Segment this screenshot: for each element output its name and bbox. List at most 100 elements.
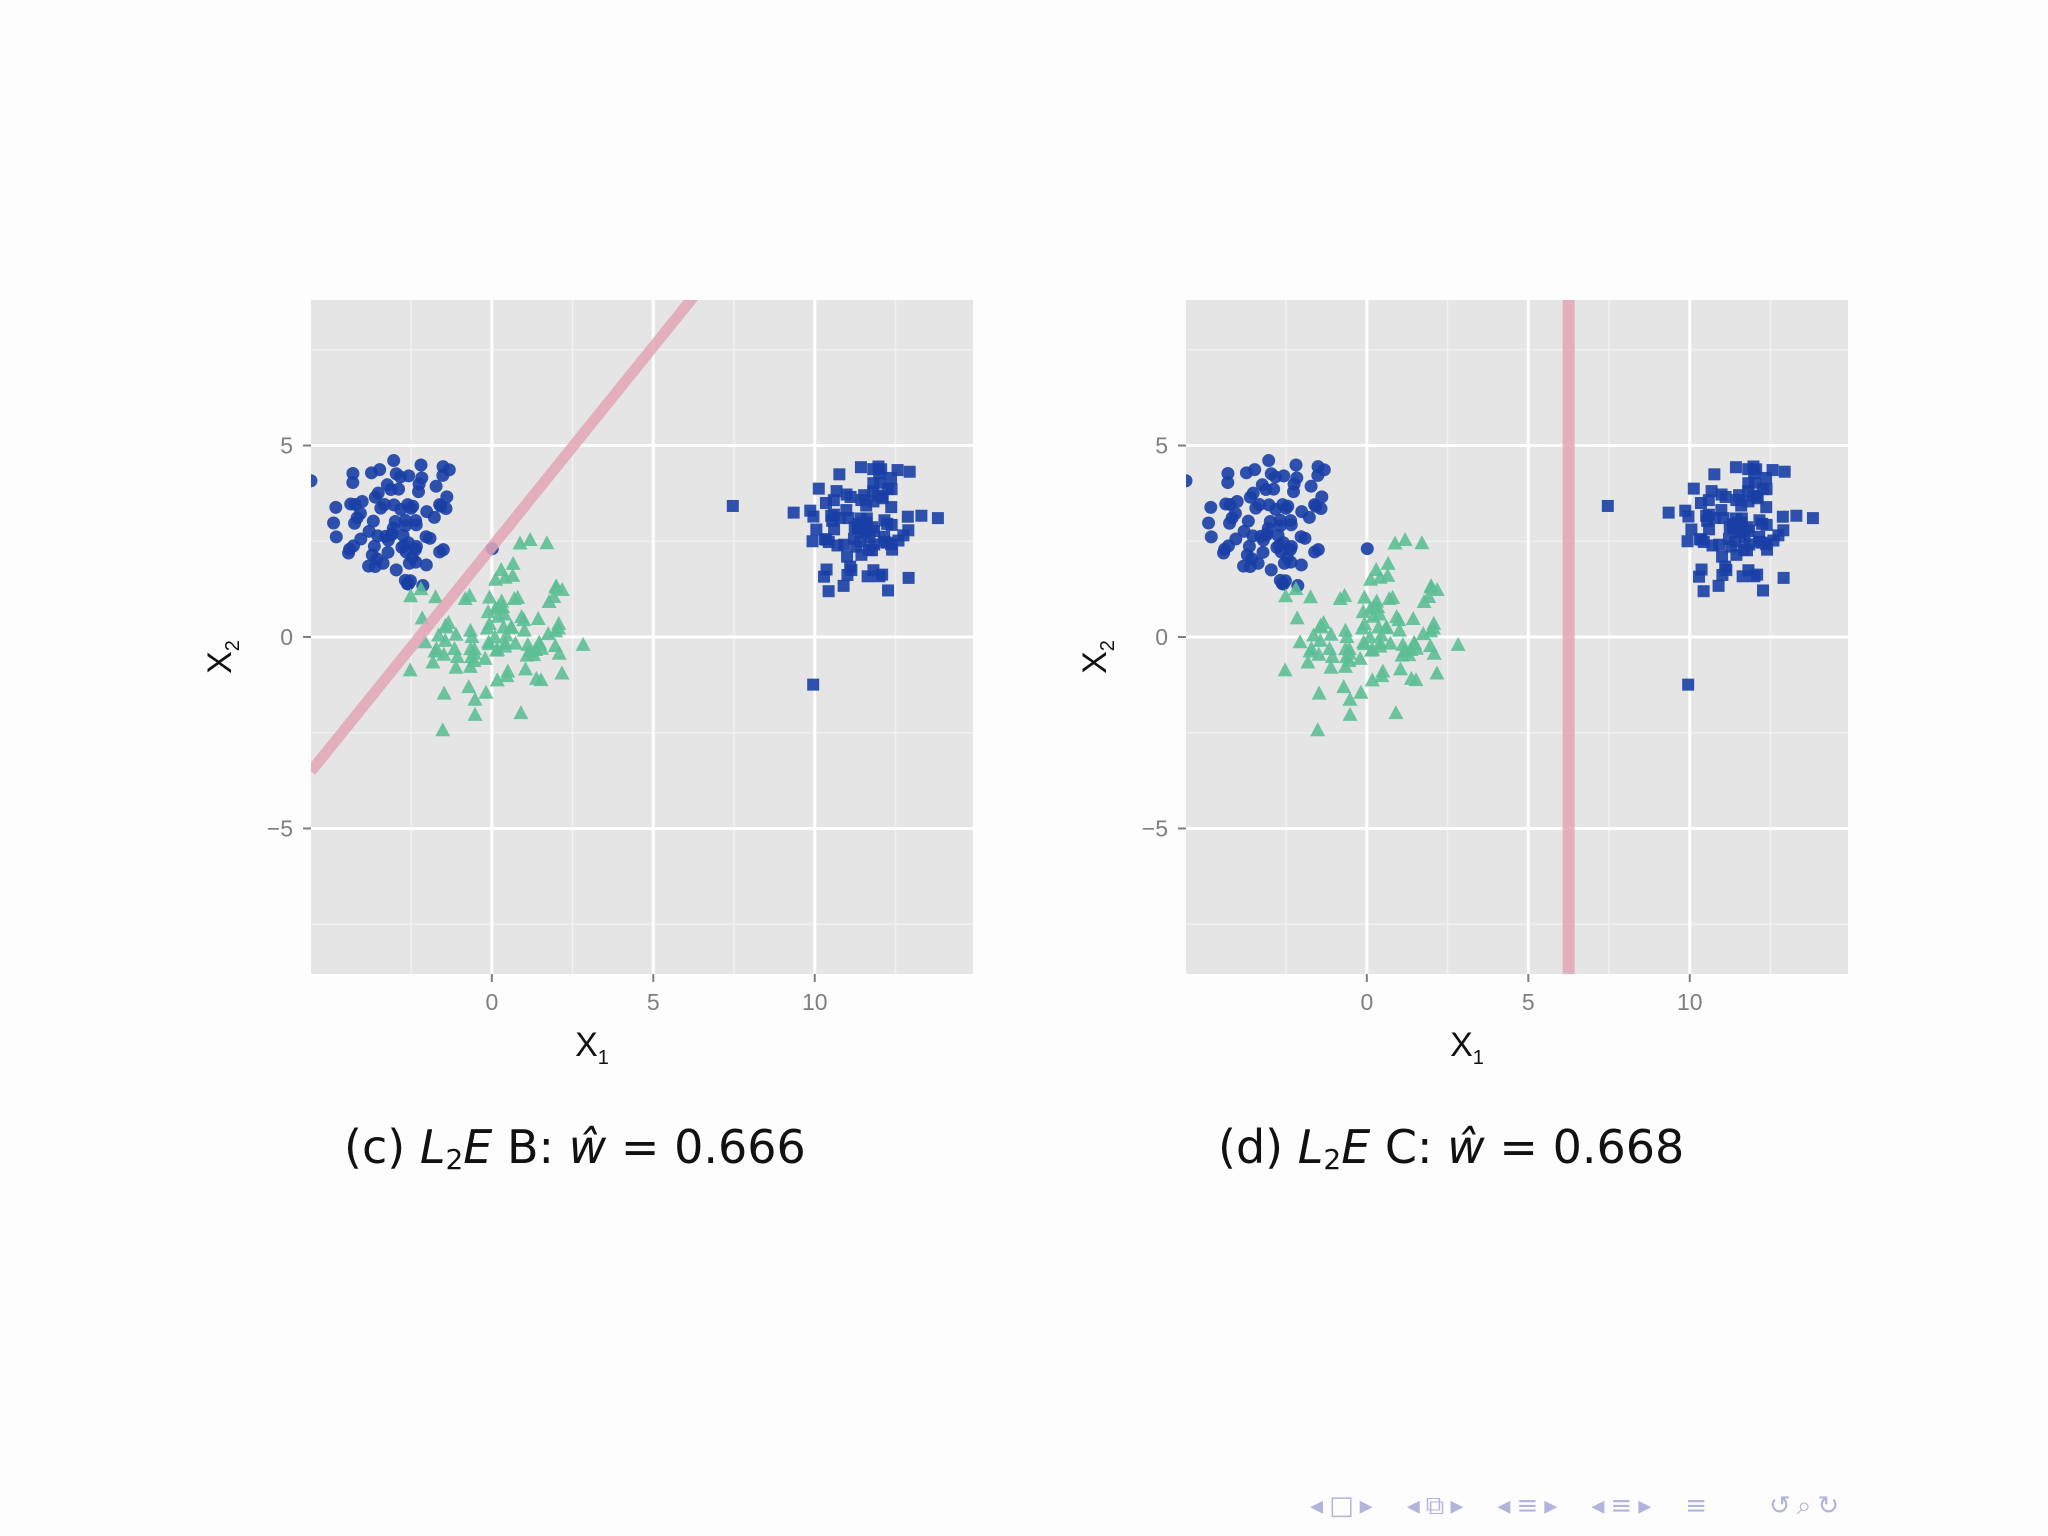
point-triangle: [1392, 661, 1408, 676]
nav-section-next-icon[interactable]: ▸: [1544, 1491, 1558, 1521]
nav-section-prev-icon[interactable]: ◂: [1497, 1491, 1511, 1521]
point-square: [903, 465, 916, 478]
point-triangle: [507, 635, 523, 650]
x-axis-title: X1: [575, 1026, 609, 1069]
point-triangle: [477, 650, 493, 665]
point-circle: [415, 471, 429, 485]
point-circle: [1317, 463, 1331, 477]
point-square: [886, 543, 899, 556]
point-triangle: [1303, 589, 1319, 604]
nav-subsection-prev-icon[interactable]: ◂: [1406, 1491, 1420, 1521]
grid: [311, 300, 973, 974]
point-triangle: [1391, 622, 1407, 637]
point-square: [1736, 570, 1749, 583]
point-circle: [387, 498, 401, 512]
point-circle: [429, 479, 443, 493]
point-circle: [393, 470, 407, 484]
point-circle: [329, 530, 343, 544]
y-tick-label: 0: [1155, 624, 1168, 650]
point-square: [840, 488, 853, 501]
point-circle: [365, 548, 379, 562]
nav-subsection-next-icon[interactable]: ▸: [1450, 1491, 1464, 1521]
point-circle: [364, 466, 378, 480]
point-square: [1760, 483, 1773, 496]
point-triangle: [1426, 620, 1442, 635]
point-triangle: [480, 604, 496, 619]
point-triangle: [1323, 626, 1339, 641]
point-triangle: [530, 611, 546, 626]
point-triangle: [403, 588, 419, 603]
y-tick-label: 5: [1155, 433, 1168, 459]
nav-undo-icon[interactable]: ↺: [1769, 1491, 1791, 1521]
point-circle: [1314, 502, 1328, 516]
point-circle: [406, 499, 420, 513]
point-square: [1743, 525, 1756, 538]
nav-first-icon[interactable]: ◂: [1310, 1491, 1324, 1521]
point-triangle: [539, 535, 555, 550]
caption-d-equals: =: [1499, 1120, 1538, 1174]
nav-part-next-icon[interactable]: ▸: [1638, 1491, 1652, 1521]
point-triangle: [1310, 722, 1326, 737]
point-circle: [419, 530, 433, 544]
point-square: [1716, 568, 1729, 581]
point-circle: [1267, 482, 1281, 496]
point-square: [901, 510, 914, 523]
point-triangle: [1385, 589, 1401, 604]
point-square: [868, 525, 881, 538]
point-triangle: [1302, 643, 1318, 658]
point-square: [1729, 535, 1742, 548]
point-triangle: [1382, 635, 1398, 650]
nav-section-icon[interactable]: ≡: [1516, 1491, 1539, 1521]
decision-boundary: [311, 300, 699, 775]
point-circle: [395, 540, 409, 554]
nav-part-icon[interactable]: ≡: [1610, 1491, 1633, 1521]
point-circle: [1229, 532, 1243, 546]
nav-search-icon[interactable]: ⌕: [1796, 1490, 1812, 1521]
point-triangle: [436, 685, 452, 700]
point-square: [838, 538, 851, 551]
point-circle: [1262, 454, 1276, 468]
nav-redo-icon[interactable]: ↻: [1817, 1491, 1840, 1521]
point-circle: [371, 529, 385, 543]
point-square: [915, 509, 928, 522]
point-triangle: [1337, 622, 1353, 637]
point-triangle: [478, 684, 494, 699]
y-axis-title: X2: [1076, 640, 1119, 674]
point-square: [1697, 585, 1710, 598]
point-square: [820, 563, 833, 576]
caption-d-prefix: (d): [1218, 1120, 1284, 1174]
point-square: [787, 506, 800, 519]
point-circle: [1275, 577, 1289, 591]
nav-subsection-icon[interactable]: ⧉: [1425, 1490, 1445, 1521]
point-triangle: [1414, 535, 1430, 550]
point-circle: [1360, 542, 1374, 556]
point-square: [1695, 563, 1708, 576]
point-triangle: [457, 590, 473, 605]
point-square: [841, 550, 854, 563]
point-circle: [427, 510, 441, 524]
point-triangle: [1277, 662, 1293, 677]
point-triangle: [481, 589, 497, 604]
point-circle: [377, 498, 391, 512]
point-square: [872, 460, 885, 473]
point-circle: [1284, 518, 1298, 532]
x-axis-title: X1: [1450, 1026, 1484, 1069]
point-triangle: [1450, 636, 1466, 651]
nav-toc-icon[interactable]: ≡: [1685, 1491, 1708, 1521]
point-circle: [354, 532, 368, 546]
point-square: [1716, 550, 1729, 563]
point-circle: [1294, 530, 1308, 544]
caption-c: (c) L2E B: ŵ = 0.666: [344, 1120, 806, 1176]
point-circle: [442, 463, 456, 477]
point-triangle: [1379, 620, 1395, 635]
point-square: [807, 678, 820, 691]
caption-c-prefix: (c): [344, 1120, 406, 1174]
nav-part-prev-icon[interactable]: ◂: [1591, 1491, 1605, 1521]
point-triangle: [402, 662, 418, 677]
point-triangle: [1369, 593, 1385, 608]
nav-frame-icon[interactable]: □: [1329, 1491, 1354, 1521]
point-square: [1777, 571, 1790, 584]
nav-frame-next-icon[interactable]: ▸: [1359, 1491, 1373, 1521]
point-triangle: [522, 531, 538, 546]
point-triangle: [1322, 641, 1338, 656]
